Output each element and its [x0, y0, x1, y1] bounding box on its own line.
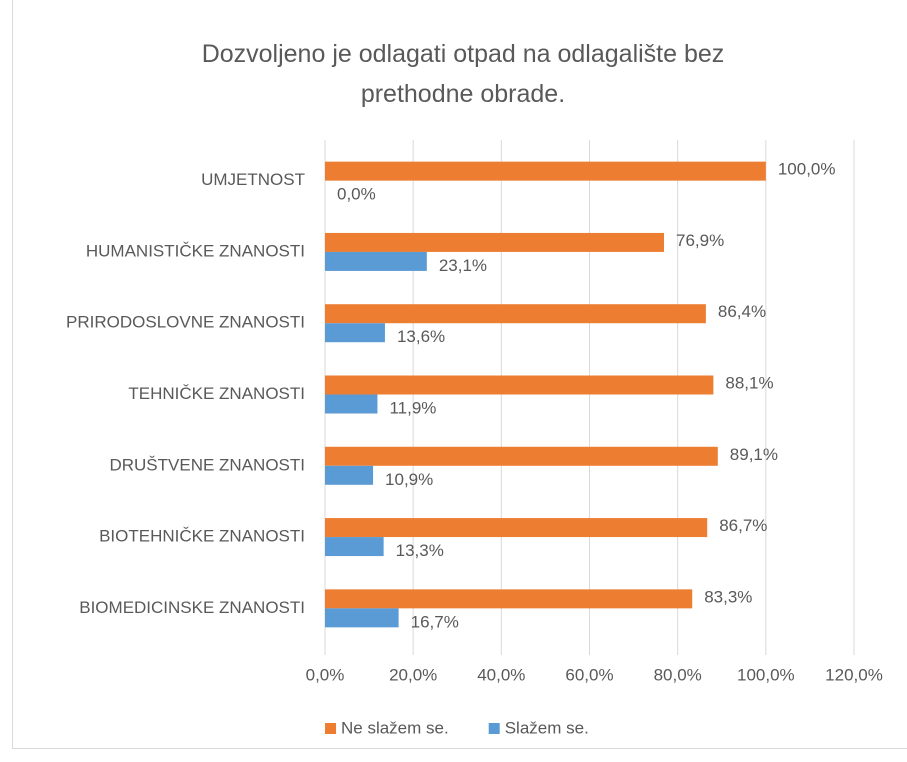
data-label: 76,9%: [676, 231, 724, 250]
bar: [325, 251, 427, 271]
bar: [325, 608, 399, 628]
bar: [325, 375, 714, 395]
bar: [325, 537, 384, 557]
data-label: 13,6%: [397, 327, 445, 346]
data-label: 86,4%: [718, 302, 766, 321]
x-tick-label: 80,0%: [654, 665, 702, 684]
bar: [325, 589, 693, 609]
x-tick-label: 120,0%: [825, 665, 883, 684]
x-tick-label: 0,0%: [306, 665, 345, 684]
legend-label: Slažem se.: [505, 718, 589, 737]
bar: [325, 161, 766, 181]
y-tick-label: UMJETNOST: [201, 170, 305, 189]
bar: [325, 394, 378, 414]
data-label: 0,0%: [337, 185, 376, 204]
y-tick-label: BIOMEDICINSKE ZNANOSTI: [79, 598, 305, 617]
legend-label: Ne slažem se.: [341, 718, 449, 737]
data-label: 89,1%: [730, 445, 778, 464]
y-tick-label: BIOTEHNIČKE ZNANOSTI: [99, 527, 305, 546]
x-tick-label: 60,0%: [565, 665, 613, 684]
y-tick-label: DRUŠTVENE ZNANOSTI: [109, 455, 305, 474]
data-label: 13,3%: [396, 541, 444, 560]
y-tick-label: HUMANISTIČKE ZNANOSTI: [86, 241, 305, 260]
bar: [325, 232, 665, 252]
bar: [325, 323, 385, 343]
data-label: 23,1%: [439, 256, 487, 275]
x-tick-label: 40,0%: [477, 665, 525, 684]
y-tick-label: PRIRODOSLOVNE ZNANOSTI: [66, 313, 305, 332]
x-tick-label: 20,0%: [389, 665, 437, 684]
data-label: 10,9%: [385, 470, 433, 489]
legend-swatch: [488, 723, 500, 734]
bar: [325, 304, 706, 324]
data-label: 86,7%: [719, 516, 767, 535]
bar: [325, 518, 708, 538]
data-label: 11,9%: [389, 398, 436, 417]
data-label: 16,7%: [411, 612, 459, 631]
data-label: 83,3%: [704, 587, 752, 606]
chart-title: Dozvoljeno je odlagati otpad na odlagali…: [201, 40, 725, 108]
bar: [325, 446, 718, 466]
data-label: 88,1%: [725, 373, 773, 392]
data-label: 100,0%: [778, 160, 836, 179]
legend-swatch: [325, 723, 336, 734]
x-tick-label: 100,0%: [737, 665, 795, 684]
bar: [325, 465, 374, 485]
y-tick-label: TEHNIČKE ZNANOSTI: [128, 384, 305, 403]
